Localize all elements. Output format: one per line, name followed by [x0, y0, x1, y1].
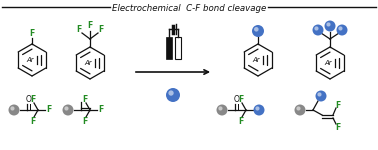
- Circle shape: [168, 90, 174, 96]
- Text: F: F: [82, 117, 88, 126]
- Circle shape: [217, 105, 228, 116]
- Text: Ar: Ar: [26, 57, 34, 63]
- Circle shape: [166, 88, 180, 102]
- Circle shape: [254, 105, 265, 116]
- Text: Ar: Ar: [324, 60, 332, 66]
- Circle shape: [316, 90, 327, 102]
- Circle shape: [313, 24, 324, 36]
- Circle shape: [318, 92, 322, 97]
- Text: F: F: [29, 28, 35, 38]
- Circle shape: [254, 27, 259, 32]
- Text: F: F: [76, 26, 82, 34]
- Circle shape: [252, 25, 264, 37]
- Text: F: F: [239, 94, 244, 103]
- Circle shape: [296, 106, 301, 111]
- Circle shape: [324, 21, 336, 32]
- Text: F: F: [335, 123, 341, 132]
- Circle shape: [338, 26, 342, 31]
- Circle shape: [336, 24, 347, 36]
- Text: Ar: Ar: [252, 57, 260, 63]
- Circle shape: [294, 105, 305, 116]
- Circle shape: [256, 106, 260, 111]
- Text: F: F: [87, 21, 93, 30]
- Text: F: F: [30, 117, 36, 126]
- Text: Electrochemical  C-F bond cleavage: Electrochemical C-F bond cleavage: [112, 4, 266, 13]
- Circle shape: [62, 105, 73, 116]
- Bar: [166, 37, 172, 59]
- Bar: [175, 37, 181, 59]
- Circle shape: [8, 105, 20, 116]
- Text: F: F: [239, 117, 244, 126]
- Circle shape: [314, 26, 319, 31]
- Text: O: O: [234, 96, 239, 105]
- Text: F: F: [335, 100, 341, 109]
- Text: O: O: [26, 96, 31, 105]
- Text: F: F: [30, 94, 36, 103]
- Circle shape: [218, 106, 223, 111]
- Circle shape: [10, 106, 14, 111]
- Text: F: F: [98, 105, 104, 114]
- Text: F: F: [98, 26, 104, 34]
- Text: F: F: [46, 105, 52, 114]
- Text: F: F: [82, 94, 88, 103]
- Text: Ar: Ar: [84, 60, 92, 66]
- Circle shape: [326, 22, 330, 27]
- Circle shape: [64, 106, 68, 111]
